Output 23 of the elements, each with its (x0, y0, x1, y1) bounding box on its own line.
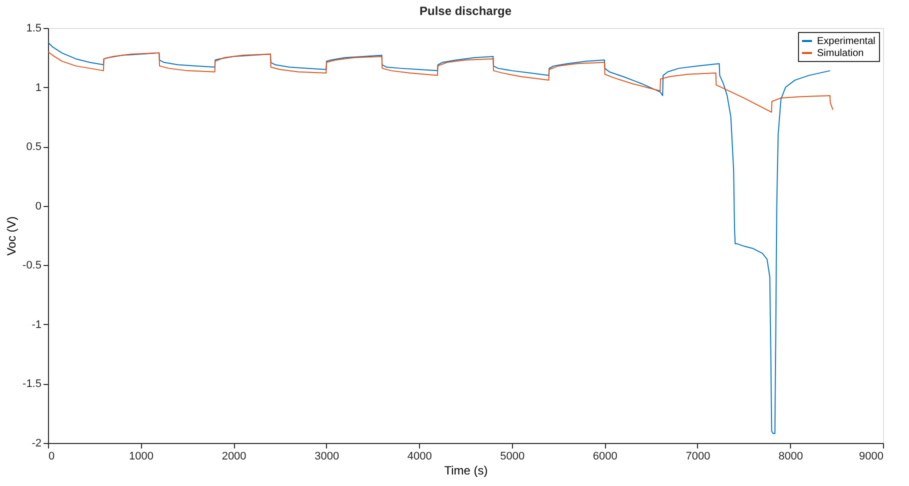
y-axis-title: Voc (V) (4, 216, 19, 256)
x-tick-label: 6000 (592, 450, 618, 462)
y-tick-label: -0.5 (22, 260, 42, 272)
y-tick-label: 0 (35, 200, 42, 212)
x-tick-label: 7000 (686, 450, 710, 462)
y-tick-label: -1.5 (22, 378, 42, 390)
x-tick-label: 5000 (500, 450, 525, 462)
chart-title: Pulse discharge (419, 4, 512, 18)
y-tick-label: -1 (32, 318, 42, 331)
x-axis-title: Time (s) (444, 464, 488, 478)
x-tick-label: 8000 (778, 450, 803, 462)
x-tick-label: 1000 (129, 450, 154, 462)
y-tick-label: 1.5 (26, 22, 42, 34)
y-tick-label: 1 (35, 82, 42, 94)
x-tick-label: 9000 (859, 450, 884, 462)
x-tick-label: 0 (48, 450, 55, 462)
x-tick-label: 4000 (407, 450, 432, 462)
legend-label: Experimental (817, 36, 876, 47)
legend-label: Simulation (817, 48, 864, 59)
y-tick-label: 0.5 (26, 141, 42, 154)
x-tick-label: 2000 (222, 450, 246, 462)
y-tick-label: -2 (32, 438, 42, 450)
x-tick-label: 3000 (314, 450, 340, 462)
